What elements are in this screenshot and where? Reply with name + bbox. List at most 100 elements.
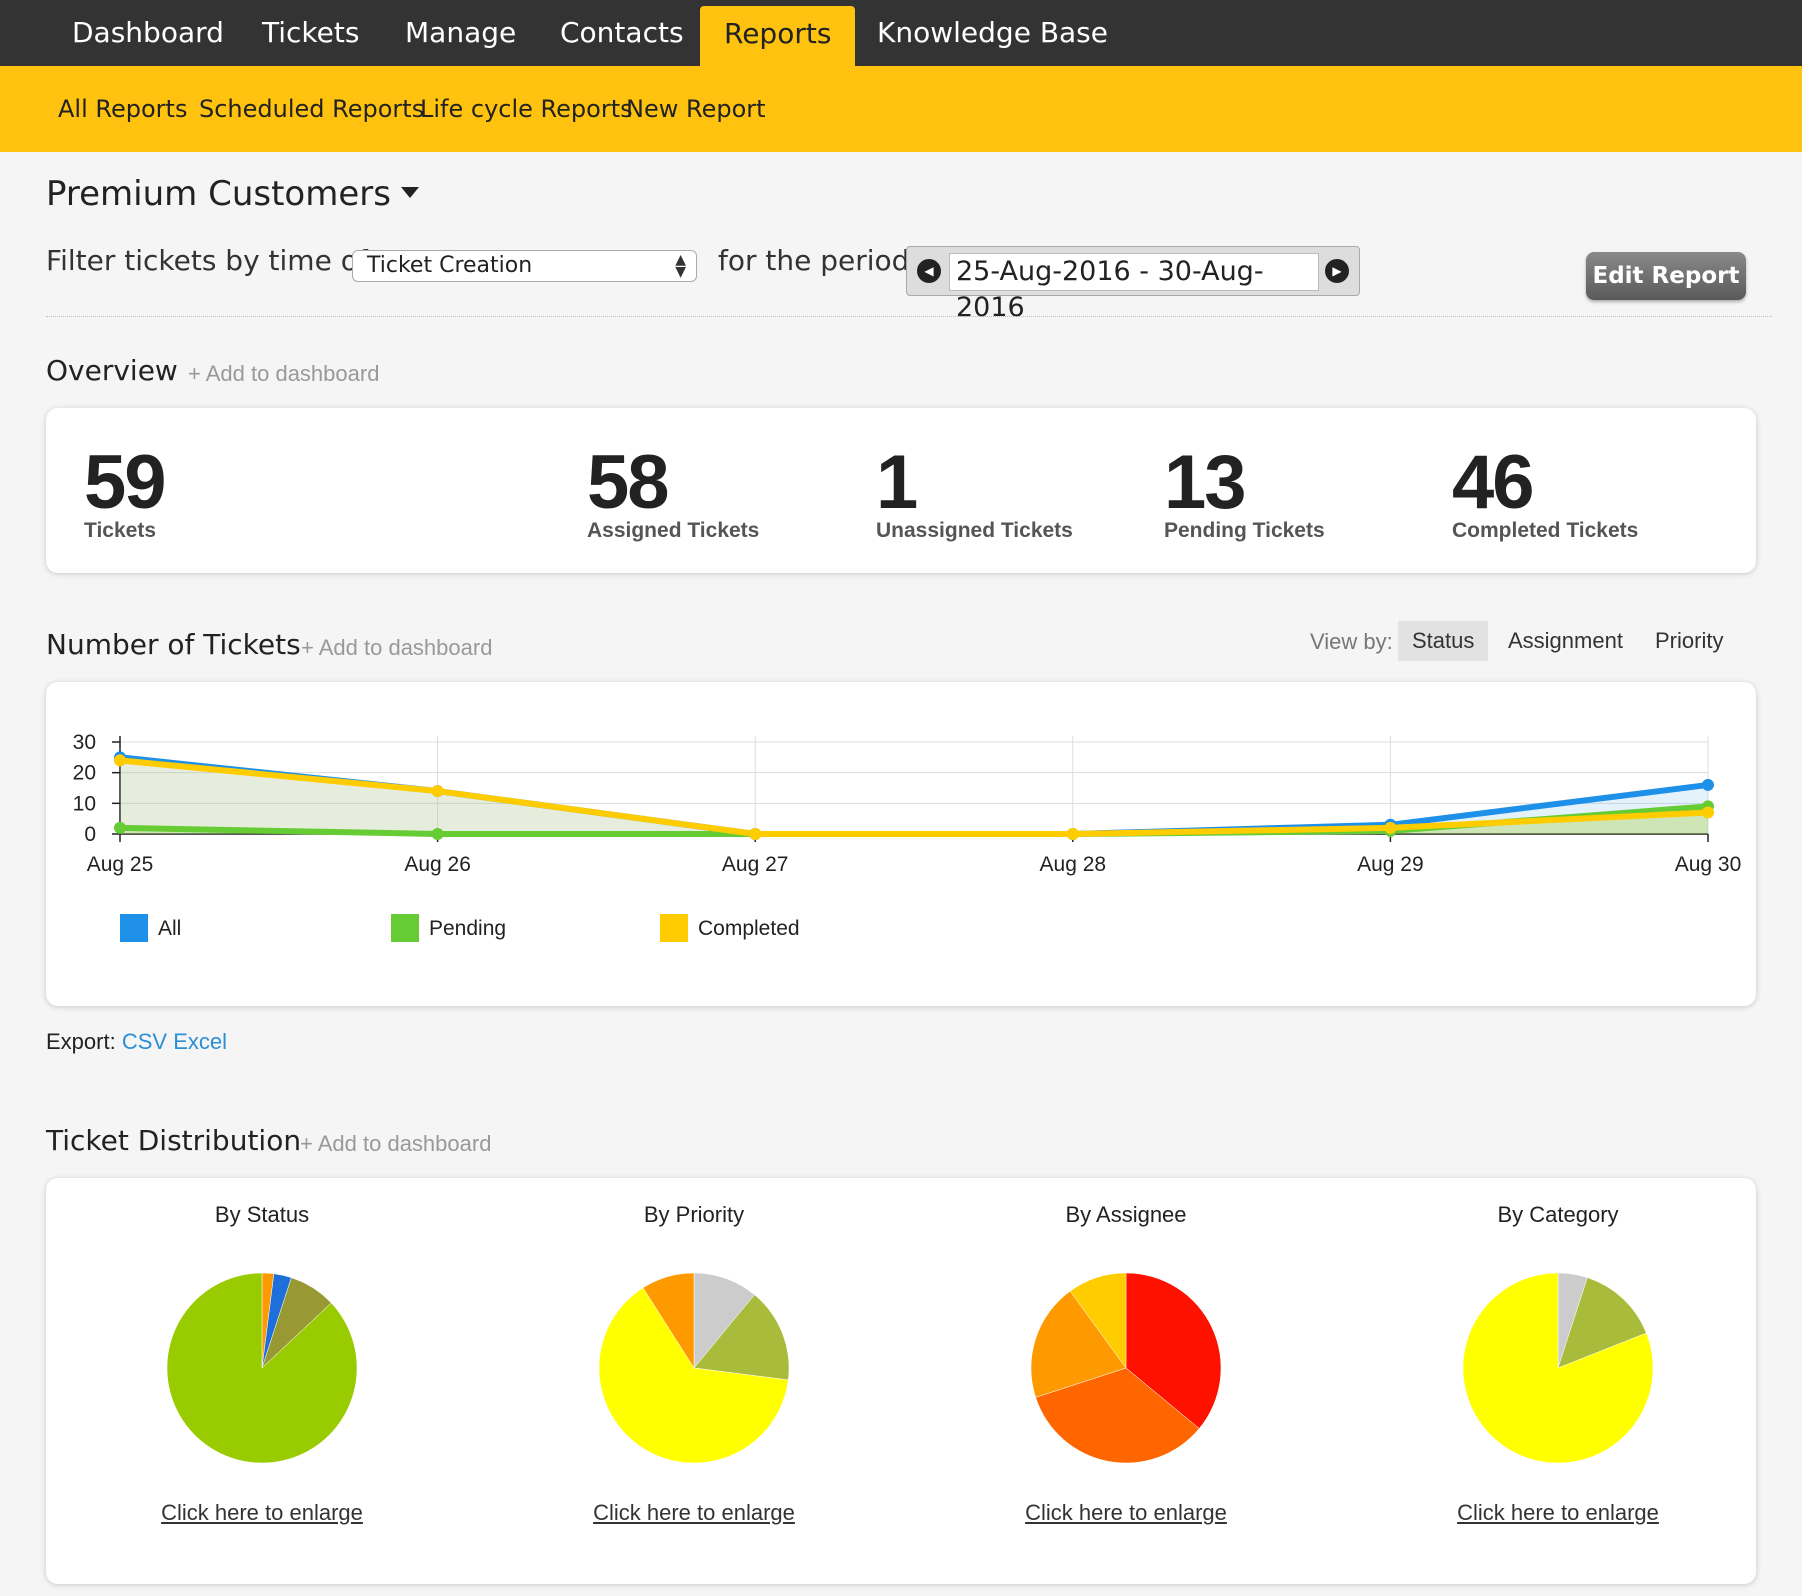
enlarge-link-category[interactable]: Click here to enlarge: [1457, 1500, 1659, 1525]
pie-title-priority: By Priority: [643, 1202, 745, 1227]
stat-completed: 46 Completed Tickets: [1452, 440, 1638, 542]
pie-slice: [1030, 1290, 1127, 1398]
prev-period-icon[interactable]: ◀: [917, 259, 941, 283]
overview-heading: Overview: [46, 354, 178, 387]
area-completed: [120, 760, 1708, 834]
area-all: [120, 757, 1708, 834]
x-tick-label: Aug 25: [87, 853, 154, 876]
export-csv-link[interactable]: CSV: [121, 1029, 168, 1054]
pie-slice: [1557, 1277, 1647, 1369]
legend-label: Pending: [429, 917, 506, 940]
legend-label: Completed: [698, 917, 800, 940]
subnav-scheduled-reports[interactable]: Scheduled Reports: [199, 95, 425, 123]
pie-slice: [166, 1272, 358, 1464]
y-tick-label: 20: [73, 762, 96, 785]
tab-knowledge-base[interactable]: Knowledge Base: [877, 16, 1108, 49]
tab-reports[interactable]: Reports: [700, 6, 856, 66]
view-by-status[interactable]: Status: [1398, 621, 1489, 661]
distribution-add-to-dashboard[interactable]: + Add to dashboard: [300, 1131, 492, 1156]
stat-label: Tickets: [84, 519, 156, 542]
legend-swatch: [120, 914, 148, 942]
x-tick-label: Aug 26: [404, 853, 471, 876]
y-tick-label: 10: [73, 792, 96, 815]
pie-slice: [642, 1272, 695, 1369]
view-by-assignment[interactable]: Assignment: [1508, 628, 1623, 653]
sub-nav: All Reports Scheduled Reports Life cycle…: [0, 66, 1802, 152]
pie-title-status: By Status: [214, 1202, 310, 1227]
date-range-field[interactable]: 25-Aug-2016 - 30-Aug-2016: [949, 253, 1319, 323]
report-title[interactable]: Premium Customers: [46, 174, 419, 214]
data-point: [431, 828, 444, 840]
pie-chart-assignee[interactable]: [1026, 1268, 1226, 1468]
edit-report-button[interactable]: Edit Report: [1586, 252, 1746, 300]
export-excel-link[interactable]: Excel: [173, 1029, 227, 1054]
tab-manage[interactable]: Manage: [405, 16, 517, 49]
overview-add-to-dashboard[interactable]: + Add to dashboard: [188, 361, 380, 386]
tab-tickets[interactable]: Tickets: [262, 16, 360, 49]
y-tick-label: 30: [73, 731, 96, 754]
pie-chart-category[interactable]: [1458, 1268, 1658, 1468]
data-point: [114, 754, 126, 767]
stat-unassigned: 1 Unassigned Tickets: [876, 440, 1073, 542]
data-point: [1384, 821, 1397, 834]
subnav-lifecycle-reports[interactable]: Life cycle Reports: [420, 95, 633, 123]
tab-contacts[interactable]: Contacts: [560, 16, 684, 49]
pie-title-category: By Category: [1497, 1202, 1619, 1227]
distribution-card: By Status By Priority By Assignee By Cat…: [46, 1178, 1756, 1584]
stat-assigned: 58 Assigned Tickets: [587, 445, 760, 542]
enlarge-link-status[interactable]: Click here to enlarge: [161, 1500, 363, 1525]
view-by-priority[interactable]: Priority: [1655, 628, 1724, 653]
divider: [46, 316, 1772, 317]
report-title-text: Premium Customers: [46, 174, 391, 214]
enlarge-link-priority[interactable]: Click here to enlarge: [593, 1500, 795, 1525]
view-by-label: View by:: [1310, 629, 1393, 654]
legend-swatch: [660, 914, 688, 942]
date-range-picker: ◀ 25-Aug-2016 - 30-Aug-2016 ▶: [906, 246, 1360, 323]
tickets-heading: Number of Tickets: [46, 628, 301, 661]
select-arrows-icon: ▲ ▼: [675, 252, 686, 280]
pie-chart-priority[interactable]: [594, 1268, 794, 1468]
stat-pending: 13 Pending Tickets: [1164, 440, 1325, 542]
pie-slice: [693, 1272, 755, 1369]
pie-slice: [1462, 1272, 1654, 1464]
tickets-line-chart: 0 10 20 30 Aug 25 Aug 26 Aug 27 Aug 28 Aug 29 Aug…: [73, 731, 1742, 942]
stat-value: 59: [84, 440, 167, 525]
pie-title-assignee: By Assignee: [1065, 1202, 1187, 1227]
stat-value: 13: [1164, 440, 1247, 525]
x-tick-label: Aug 27: [722, 853, 789, 876]
stat-label: Assigned Tickets: [587, 519, 760, 542]
top-nav: Dashboard Tickets Manage Contacts Report…: [0, 0, 1802, 66]
export-row: Export: CSV Excel: [46, 1029, 227, 1055]
y-tick-label: 0: [84, 823, 96, 846]
period-label: for the period: [718, 244, 910, 277]
x-tick-label: Aug 28: [1040, 853, 1107, 876]
series-line-completed: [119, 757, 1709, 837]
next-period-icon[interactable]: ▶: [1325, 259, 1349, 283]
legend-label: All: [158, 917, 181, 940]
tab-dashboard[interactable]: Dashboard: [72, 16, 224, 49]
pie-slice: [1035, 1367, 1200, 1464]
overview-card: 59 Tickets 58 Assigned Tickets 1 Unassig…: [46, 408, 1756, 573]
data-point: [1702, 806, 1714, 819]
caret-down-icon: [400, 187, 419, 198]
distribution-heading: Ticket Distribution: [46, 1124, 302, 1157]
stat-value: 46: [1452, 440, 1535, 525]
subnav-new-report[interactable]: New Report: [626, 95, 766, 123]
stat-label: Pending Tickets: [1164, 519, 1325, 542]
x-tick-label: Aug 30: [1675, 853, 1742, 876]
enlarge-link-assignee[interactable]: Click here to enlarge: [1025, 1500, 1227, 1525]
filter-label: Filter tickets by time of: [46, 244, 368, 277]
subnav-all-reports[interactable]: All Reports: [58, 95, 188, 123]
filter-time-select[interactable]: Ticket Creation ▲ ▼: [352, 250, 697, 282]
stat-label: Unassigned Tickets: [876, 519, 1073, 542]
data-point: [114, 821, 126, 834]
tickets-add-to-dashboard[interactable]: + Add to dashboard: [301, 635, 493, 660]
tickets-chart-card: 0 10 20 30 Aug 25 Aug 26 Aug 27 Aug 28 Aug 29 Aug…: [46, 682, 1756, 1006]
stat-value: 1: [876, 440, 918, 525]
pie-slice: [1125, 1272, 1222, 1429]
data-point: [1066, 828, 1079, 840]
filter-time-value: Ticket Creation: [367, 253, 533, 278]
data-point: [431, 785, 444, 798]
pie-chart-status[interactable]: [162, 1268, 362, 1468]
legend-swatch: [391, 914, 419, 942]
